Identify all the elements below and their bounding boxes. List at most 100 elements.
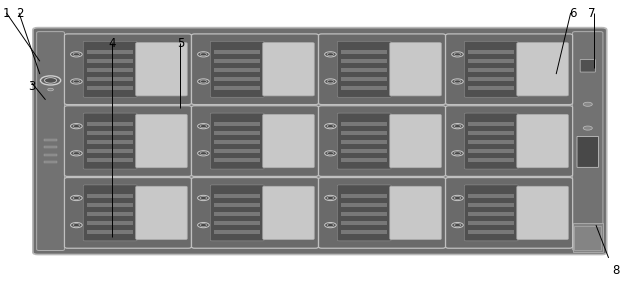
Circle shape [200,224,207,227]
Bar [87,203,133,207]
Bar [341,149,387,153]
Bar [468,140,514,144]
FancyBboxPatch shape [390,115,441,168]
FancyBboxPatch shape [319,178,446,248]
FancyBboxPatch shape [191,106,319,176]
Circle shape [325,123,336,129]
Bar [214,158,260,162]
Circle shape [454,53,461,56]
Circle shape [327,53,334,56]
Bar [214,149,260,153]
Circle shape [198,151,209,156]
Text: 1: 1 [3,7,11,20]
FancyBboxPatch shape [64,106,191,176]
FancyBboxPatch shape [337,41,391,97]
Circle shape [71,123,82,129]
Bar [44,154,57,156]
Circle shape [48,88,53,91]
FancyBboxPatch shape [337,185,391,241]
Circle shape [583,102,592,106]
Bar [87,158,133,162]
FancyBboxPatch shape [577,137,599,167]
Circle shape [73,152,80,155]
FancyBboxPatch shape [83,185,137,241]
FancyBboxPatch shape [64,178,191,248]
Bar [468,221,514,225]
Circle shape [73,125,80,128]
Bar [341,203,387,207]
Bar [468,50,514,54]
Bar [341,77,387,81]
FancyBboxPatch shape [465,113,518,169]
Bar [214,50,260,54]
Circle shape [452,79,463,84]
Circle shape [200,152,207,155]
Circle shape [71,223,82,228]
Bar [214,86,260,90]
Circle shape [327,125,334,128]
Text: 6: 6 [569,7,576,20]
FancyBboxPatch shape [580,60,595,72]
Bar [341,86,387,90]
Circle shape [40,76,61,85]
Circle shape [325,151,336,156]
Bar [341,122,387,126]
Bar [468,122,514,126]
Circle shape [452,223,463,228]
Bar [468,86,514,90]
FancyBboxPatch shape [83,41,137,97]
Circle shape [198,223,209,228]
FancyBboxPatch shape [319,34,446,105]
Bar [214,131,260,135]
Bar [87,140,133,144]
Bar [341,194,387,198]
Bar [87,50,133,54]
Text: 2: 2 [16,7,23,20]
FancyBboxPatch shape [33,28,607,255]
Circle shape [198,52,209,57]
Circle shape [200,53,207,56]
Bar [341,221,387,225]
Bar [214,230,260,234]
Circle shape [452,52,463,57]
Text: 8: 8 [612,264,619,277]
Bar [341,131,387,135]
FancyBboxPatch shape [446,34,573,105]
Bar [468,59,514,63]
Bar [214,140,260,144]
FancyBboxPatch shape [446,106,573,176]
Bar [468,77,514,81]
Circle shape [327,224,334,227]
Text: 7: 7 [588,7,595,20]
Circle shape [200,80,207,83]
Circle shape [44,78,57,83]
FancyBboxPatch shape [517,115,568,168]
Text: 3: 3 [28,80,36,93]
FancyBboxPatch shape [136,186,187,239]
FancyBboxPatch shape [191,178,319,248]
Text: 5: 5 [177,37,185,50]
Bar [214,68,260,72]
Bar [341,50,387,54]
Circle shape [198,195,209,201]
Circle shape [452,123,463,129]
FancyBboxPatch shape [210,113,264,169]
Circle shape [583,126,592,130]
Circle shape [454,125,461,128]
Circle shape [71,151,82,156]
Circle shape [73,197,80,199]
Circle shape [325,79,336,84]
Bar [468,212,514,216]
Bar [87,230,133,234]
FancyBboxPatch shape [465,185,518,241]
Bar [214,203,260,207]
Bar [87,221,133,225]
Bar [341,212,387,216]
Bar [573,223,603,252]
Circle shape [200,125,207,128]
Bar [44,161,57,163]
Bar [87,77,133,81]
Bar [87,212,133,216]
Circle shape [452,195,463,201]
Circle shape [198,79,209,84]
